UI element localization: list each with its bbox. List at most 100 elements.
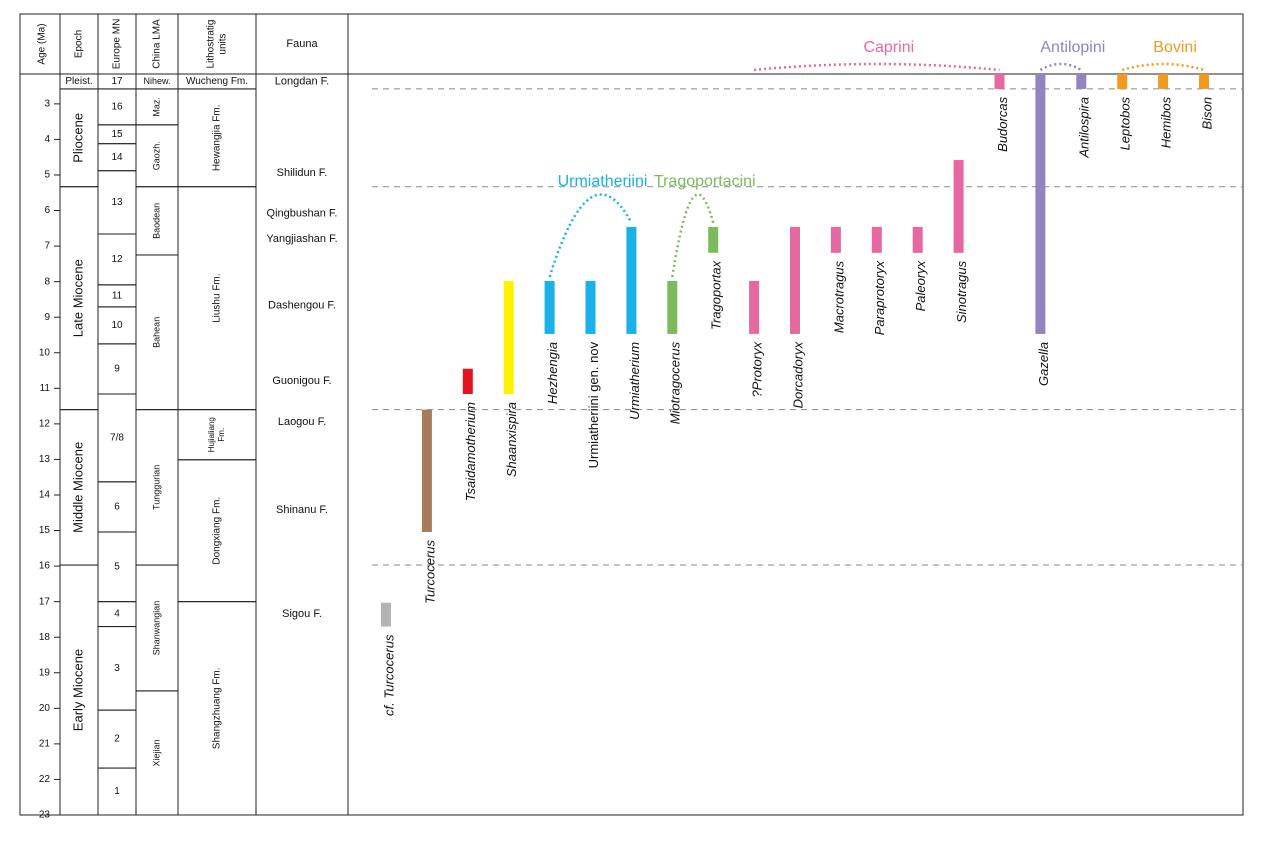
strat-unit-label: Xiejian	[151, 739, 161, 766]
strat-unit-label: 5	[114, 561, 120, 572]
strat-unit-label: 4	[114, 609, 120, 620]
y-tick-label: 23	[39, 810, 51, 821]
y-tick-label: 22	[39, 774, 51, 785]
strat-unit-label: Hewangjia Fm.	[212, 104, 223, 171]
y-tick-label: 7	[44, 241, 50, 252]
range-bar	[790, 226, 800, 334]
strat-unit	[177, 601, 257, 816]
range-bar	[381, 602, 391, 627]
group-label: Antilopini	[1040, 39, 1105, 56]
strat-unit-label: Shanwangian	[151, 601, 161, 656]
taxon-label: Dorcadoryx	[790, 341, 805, 408]
group-arc	[548, 193, 633, 278]
taxon-label: Antilospira	[1077, 97, 1092, 159]
fauna-label: Shinanu F.	[276, 504, 328, 516]
strat-unit-label: 10	[111, 320, 123, 331]
strat-unit-label: Shangzhuang Fm.	[212, 667, 223, 749]
y-tick-label: 9	[44, 312, 50, 323]
y-tick-label: 17	[39, 596, 51, 607]
taxon-label: Leptobos	[1118, 96, 1133, 150]
fauna-label: Longdan F.	[275, 76, 329, 88]
y-tick-label: 6	[44, 205, 50, 216]
taxon-label: Gazella	[1036, 342, 1051, 386]
strat-unit-label: Gaozh.	[151, 141, 161, 170]
taxon-label: Budorcas	[995, 96, 1010, 151]
strat-unit-label: Maz.	[151, 97, 161, 117]
range-bar	[544, 280, 555, 334]
strat-unit-label: 7/8	[110, 433, 124, 444]
strat-unit-label: Late Miocene	[70, 259, 85, 337]
y-tick-label: 20	[39, 703, 51, 714]
group-arc	[671, 193, 715, 278]
strat-unit-label: Baodean	[151, 203, 161, 239]
range-bar	[462, 368, 473, 395]
y-tick-label: 14	[39, 490, 51, 501]
strat-unit-label: 9	[114, 364, 120, 375]
fauna-label: Yangjiashan F.	[266, 233, 337, 245]
strat-unit-label: 13	[111, 197, 123, 208]
column-header: Lithostratig	[206, 20, 217, 69]
range-bar	[871, 226, 882, 253]
strat-unit-label: 14	[111, 152, 123, 163]
taxon-label: ?Protoryx	[750, 341, 765, 397]
y-tick-label: 21	[39, 739, 51, 750]
group-arc	[1039, 62, 1082, 72]
range-bar	[830, 226, 841, 253]
group-label: Urmiatheriini	[558, 173, 648, 190]
taxon-label: Miotragocerus	[668, 341, 683, 424]
fauna-label: Shilidun F.	[277, 167, 328, 179]
taxon-label: Urmiatherium	[627, 342, 642, 420]
column-header: Europe MN	[112, 19, 123, 70]
group-arc	[1121, 62, 1205, 72]
y-tick-label: 10	[39, 347, 51, 358]
group-label: Caprini	[863, 39, 914, 56]
range-bar	[421, 409, 432, 532]
y-axis-label: Age (Ma)	[37, 23, 48, 64]
y-tick-label: 19	[39, 667, 51, 678]
strat-unit-label: Nihew.	[143, 76, 170, 86]
column-header: China LMA	[152, 19, 163, 69]
range-bar	[912, 226, 923, 253]
group-label: Tragoportacini	[654, 173, 756, 190]
range-bar	[585, 280, 596, 334]
y-tick-label: 3	[44, 99, 50, 110]
strat-unit-label: Bahean	[151, 317, 161, 348]
taxon-label: Hemibos	[1159, 96, 1174, 148]
strat-unit-label: Pleist.	[65, 76, 92, 87]
strat-unit-label: 16	[111, 102, 123, 113]
frame	[19, 13, 1244, 816]
y-tick-label: 13	[39, 454, 51, 465]
strat-unit-label: Dongxiang Fm.	[212, 497, 223, 565]
strat-unit-label: Early Miocene	[70, 649, 85, 731]
strat-unit-label: Liushu Fm.	[212, 273, 223, 322]
range-bar	[1076, 74, 1087, 89]
taxon-label: Macrotragus	[831, 260, 846, 333]
strat-unit-label: 12	[111, 254, 123, 265]
taxon-label: Hezhengia	[545, 342, 560, 404]
taxon-label: Tragoportax	[709, 260, 724, 330]
strat-unit-label: 17	[111, 76, 123, 87]
y-tick-label: 4	[44, 134, 50, 145]
y-tick-label: 15	[39, 525, 51, 536]
y-tick-label: 12	[39, 419, 51, 430]
taxon-label: Shaanxispira	[504, 402, 519, 477]
strat-unit-label: Fm.	[217, 428, 226, 442]
y-tick-label: 8	[44, 276, 50, 287]
strat-unit-label: 3	[114, 663, 120, 674]
column-header: Epoch	[74, 30, 85, 58]
y-tick-label: 18	[39, 632, 51, 643]
group-arc	[753, 62, 1000, 72]
fauna-label: Guonigou F.	[272, 375, 331, 387]
fauna-label: Dashengou F.	[268, 300, 336, 312]
taxon-label: Sinotragus	[954, 260, 969, 323]
range-bar	[994, 74, 1005, 89]
group-label: Bovini	[1153, 39, 1197, 56]
range-bar	[667, 280, 678, 334]
taxon-label: Urmiatheriini gen. nov	[586, 341, 601, 468]
y-tick-label: 16	[39, 561, 51, 572]
strat-unit-label: Hujialiang	[207, 417, 216, 452]
strat-unit-label: Middle Miocene	[70, 442, 85, 533]
taxon-label: cf. Turcocerus	[381, 634, 396, 716]
fauna-label: Qingbushan F.	[267, 208, 338, 220]
